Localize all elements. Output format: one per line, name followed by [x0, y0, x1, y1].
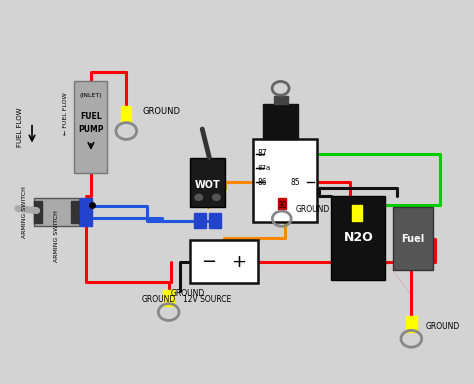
- Bar: [80, 198, 92, 214]
- Text: GROUND: GROUND: [142, 295, 176, 304]
- Text: FUEL FLOW: FUEL FLOW: [17, 108, 23, 147]
- Bar: [210, 213, 221, 228]
- Bar: [71, 200, 79, 223]
- Bar: [331, 196, 385, 280]
- Text: 87a: 87a: [257, 165, 271, 171]
- Text: ARMING SWITCH: ARMING SWITCH: [22, 186, 27, 238]
- Text: 30: 30: [278, 201, 287, 210]
- Text: GROUND: GROUND: [296, 205, 330, 214]
- Text: Fuel: Fuel: [401, 234, 424, 244]
- Bar: [74, 81, 108, 173]
- Circle shape: [195, 194, 202, 200]
- Circle shape: [213, 194, 220, 200]
- Text: 85: 85: [291, 178, 300, 187]
- Bar: [35, 198, 79, 226]
- Text: 87: 87: [257, 149, 267, 158]
- Text: WOT: WOT: [195, 180, 220, 190]
- Bar: [263, 104, 298, 139]
- Text: N2O: N2O: [344, 231, 373, 244]
- Text: 86: 86: [257, 178, 267, 187]
- Text: ← FUEL FLOW: ← FUEL FLOW: [63, 92, 67, 135]
- Text: 12V SOURCE: 12V SOURCE: [183, 295, 231, 305]
- Bar: [190, 158, 225, 207]
- Text: FUEL: FUEL: [80, 112, 102, 121]
- Bar: [164, 290, 174, 306]
- Bar: [121, 106, 131, 122]
- Text: GROUND: GROUND: [170, 289, 205, 298]
- Text: (INLET): (INLET): [80, 93, 102, 98]
- Bar: [194, 213, 206, 228]
- Text: PUMP: PUMP: [78, 124, 104, 134]
- Text: GROUND: GROUND: [143, 108, 181, 116]
- Bar: [352, 205, 362, 221]
- Text: ARMING SWITCH: ARMING SWITCH: [54, 210, 59, 262]
- Bar: [273, 96, 288, 104]
- Text: GROUND: GROUND: [426, 322, 460, 331]
- Bar: [35, 200, 43, 223]
- Bar: [254, 139, 317, 222]
- Bar: [80, 211, 92, 226]
- Text: −: −: [201, 253, 217, 271]
- Bar: [392, 207, 433, 270]
- Bar: [277, 198, 286, 209]
- Bar: [190, 240, 258, 283]
- Text: +: +: [232, 253, 246, 271]
- Bar: [406, 316, 417, 332]
